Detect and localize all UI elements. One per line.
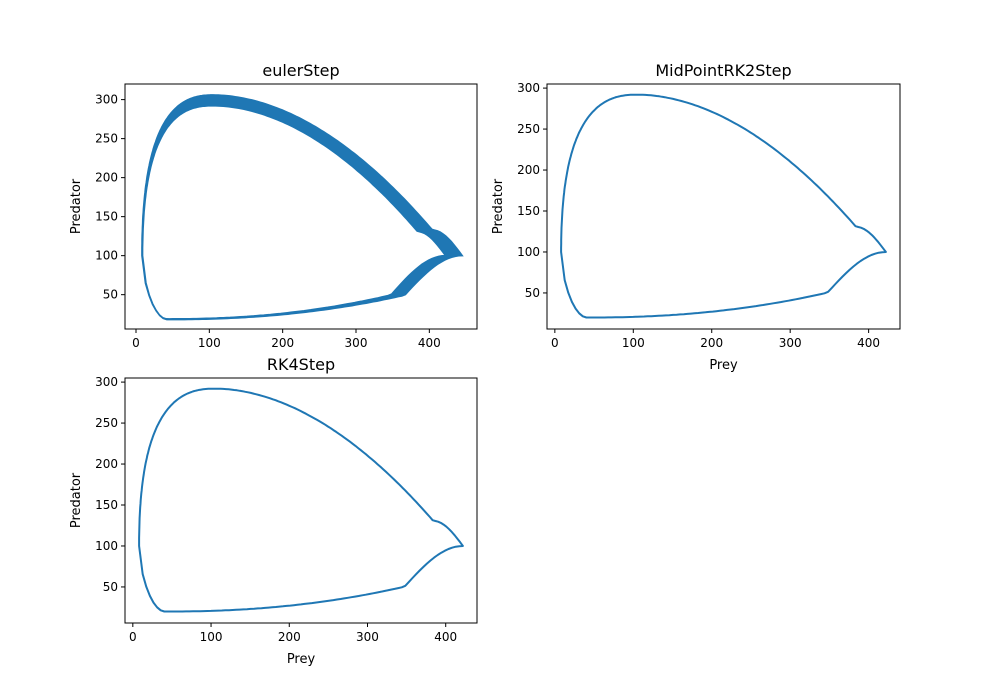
x-tick-label: 100 [200, 630, 223, 644]
y-tick-label: 100 [95, 249, 118, 263]
y-tick-label: 100 [517, 245, 540, 259]
y-tick-label: 150 [95, 210, 118, 224]
y-tick-label: 250 [95, 132, 118, 146]
y-tick-label: 200 [517, 163, 540, 177]
axes-frame [124, 83, 478, 330]
x-tick-label: 0 [132, 336, 140, 350]
y-axis-label: Predator [69, 178, 84, 234]
x-tick-label: 400 [434, 630, 457, 644]
orbit-line [138, 387, 464, 613]
y-axis-label: Predator [69, 472, 84, 528]
axes-frame [546, 83, 901, 330]
y-tick-label: 100 [95, 539, 118, 553]
x-tick-label: 0 [129, 630, 137, 644]
y-axis-label: Predator [491, 178, 506, 234]
y-tick-label: 250 [517, 122, 540, 136]
subplot-title: MidPointRK2Step [655, 61, 791, 80]
y-tick-label: 200 [95, 171, 118, 185]
y-tick-label: 50 [525, 286, 540, 300]
x-tick-label: 200 [271, 336, 294, 350]
x-tick-label: 0 [551, 336, 559, 350]
y-tick-label: 300 [95, 93, 118, 107]
y-tick-label: 50 [103, 288, 118, 302]
x-axis-label: Prey [709, 358, 738, 373]
orbit-band [141, 94, 464, 321]
y-tick-label: 50 [103, 580, 118, 594]
subplot-title: eulerStep [262, 61, 339, 80]
subplot-midpoint-rk2-step: 0 100 200 300 400 50 100 150 200 250 300 MidPointRK… [491, 61, 901, 373]
subplot-euler-step: 0 100 200 300 400 50 100 150 200 250 300 eulerStep P… [69, 61, 478, 350]
x-tick-label: 200 [278, 630, 301, 644]
x-axis-label: Prey [287, 652, 316, 667]
orbit-line [560, 93, 887, 319]
y-tick-label: 200 [95, 457, 118, 471]
x-tick-label: 300 [345, 336, 368, 350]
y-tick-label: 300 [95, 375, 118, 389]
y-tick-label: 150 [95, 498, 118, 512]
x-tick-label: 400 [857, 336, 880, 350]
y-tick-label: 150 [517, 204, 540, 218]
x-tick-label: 300 [356, 630, 379, 644]
x-tick-label: 300 [779, 336, 802, 350]
x-tick-label: 100 [622, 336, 645, 350]
axes-frame [124, 377, 478, 624]
x-tick-label: 100 [198, 336, 221, 350]
y-tick-label: 300 [517, 81, 540, 95]
x-tick-label: 400 [418, 336, 441, 350]
subplot-rk4-step: 0 100 200 300 400 50 100 150 200 250 300 RK4Step Pre… [69, 355, 478, 667]
x-tick-label: 200 [700, 336, 723, 350]
subplot-title: RK4Step [267, 355, 335, 374]
y-tick-label: 250 [95, 416, 118, 430]
